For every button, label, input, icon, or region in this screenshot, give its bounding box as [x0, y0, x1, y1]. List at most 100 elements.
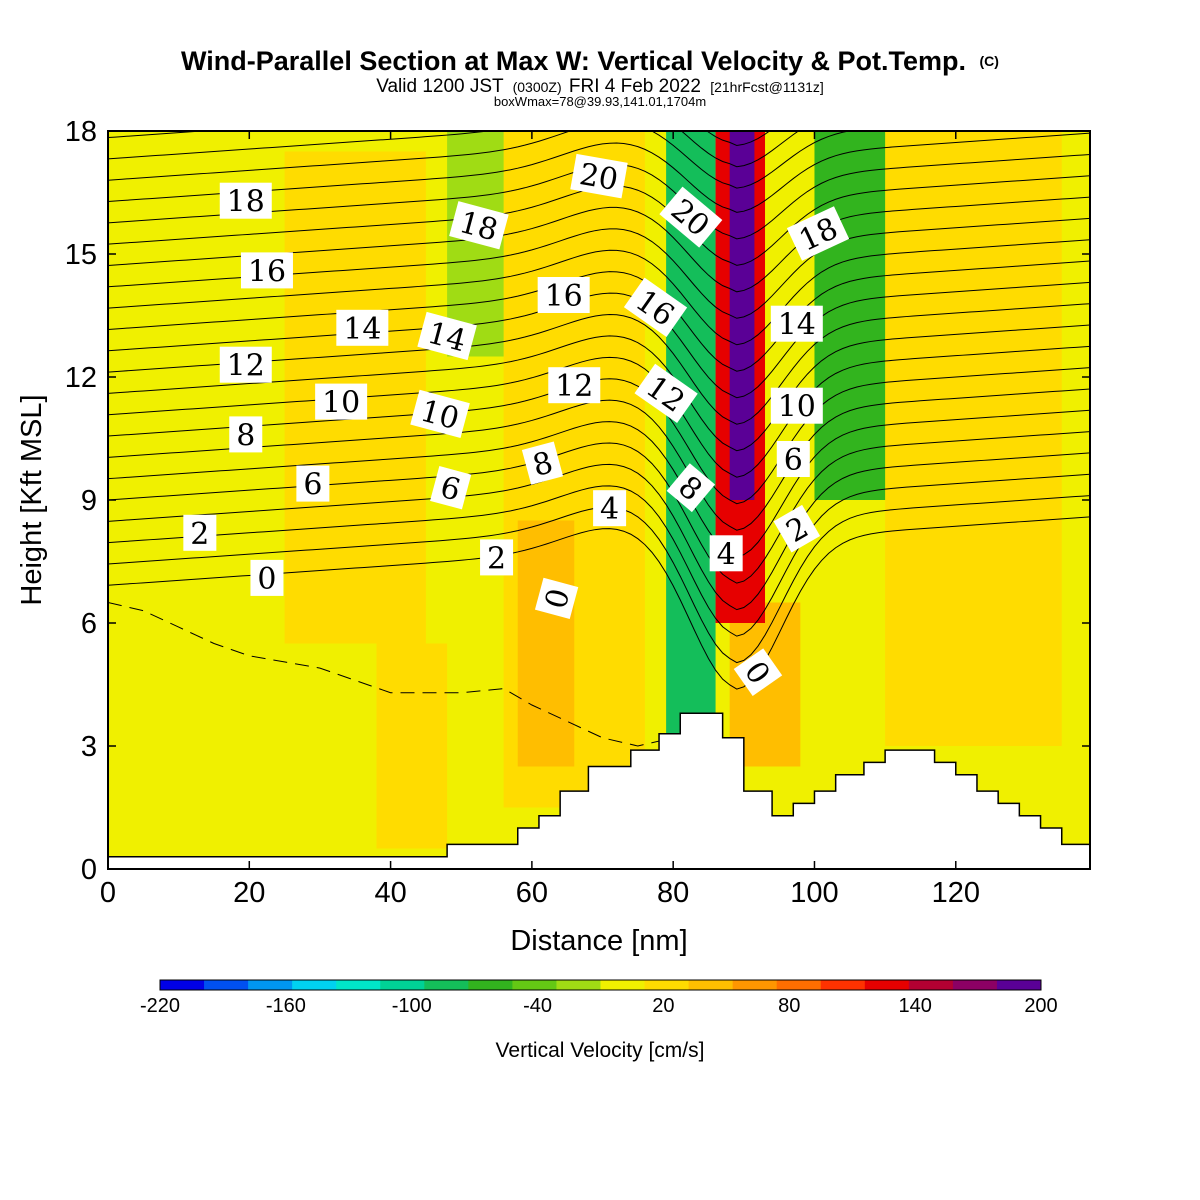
- colorbar-swatch: [732, 980, 778, 990]
- contour-label-text: 12: [555, 369, 593, 404]
- contour-label-box: [570, 153, 628, 199]
- colorbar-swatch: [336, 980, 381, 990]
- contour-label: 4: [593, 490, 627, 527]
- y-tick-label: 18: [65, 116, 97, 148]
- contour-label-text: 20: [577, 157, 621, 198]
- contour-label-text: 14: [778, 308, 816, 343]
- contour-label-box: [449, 201, 509, 250]
- contour-label-box: [709, 535, 743, 572]
- contour-label: 4: [709, 535, 743, 572]
- contour-label-text: 6: [303, 468, 322, 503]
- contour-label-text: 6: [784, 443, 803, 478]
- velocity-patch: [376, 643, 448, 849]
- terrain: [108, 712, 1090, 869]
- contour-label: 14: [770, 305, 823, 343]
- contour-label-text: 10: [322, 386, 360, 421]
- contour-label-text: 4: [600, 492, 619, 527]
- x-tick-label: 0: [100, 877, 116, 909]
- subtitle-valid: Valid 1200 JST: [376, 76, 504, 97]
- x-tick-label: 40: [374, 877, 406, 909]
- contour-label-box: [410, 389, 470, 439]
- contour-label-box: [666, 463, 716, 513]
- colorbar-swatch: [644, 980, 690, 990]
- colorbar-swatch: [512, 980, 557, 990]
- contour-label-box: [623, 277, 688, 337]
- colorbar-swatch: [820, 980, 866, 990]
- colorbar-swatch: [776, 980, 822, 990]
- colorbar: -220 -160 -100 -40 20 80 140 200: [140, 979, 1058, 1017]
- contour-label-box: [250, 559, 284, 596]
- colorbar-swatch: [600, 980, 646, 990]
- y-tick-label: 0: [81, 854, 97, 886]
- colorbar-swatch: [556, 980, 601, 990]
- contour-label-text: 8: [236, 418, 255, 453]
- colorbar-title: Vertical Velocity [cm/s]: [496, 1039, 705, 1062]
- y-tick-label: 3: [81, 731, 97, 763]
- contour-label-box: [183, 514, 217, 551]
- colorbar-tick-label: 20: [652, 995, 674, 1017]
- contour-label-box: [634, 363, 698, 424]
- x-tick-label: 20: [233, 877, 265, 909]
- contour-labels: 1816141210862018141062201612840201612840…: [183, 153, 850, 697]
- y-axis-title: Height [Kft MSL]: [16, 394, 48, 605]
- colorbar-tick-label: 200: [1024, 995, 1057, 1017]
- colorbar-swatch: [160, 980, 205, 990]
- contour-label-box: [534, 577, 579, 619]
- contour-label-text: 10: [778, 390, 816, 425]
- contour-label: 0: [534, 577, 579, 619]
- terrain-profile: [108, 712, 1090, 869]
- colorbar-swatch: [864, 980, 910, 990]
- velocity-patch: [517, 520, 575, 767]
- contour-label: 14: [336, 309, 389, 347]
- contour-label-box: [296, 465, 330, 502]
- contour-label: 2: [480, 539, 514, 576]
- contour-label-box: [521, 441, 564, 485]
- subtitle-utc: (0300Z): [513, 79, 562, 95]
- contour-label-text: 18: [227, 185, 265, 220]
- colorbar-tick-label: -220: [140, 995, 180, 1017]
- contour-label-box: [315, 383, 368, 420]
- theta-contour: [108, 239, 1090, 346]
- colorbar-swatch: [424, 980, 469, 990]
- contour-label: 6: [296, 465, 330, 503]
- contour-label: 18: [219, 182, 272, 220]
- contour-label-box: [229, 416, 263, 453]
- x-tick-label: 100: [790, 877, 838, 909]
- contour-label-box: [773, 504, 821, 553]
- contour-label: 12: [219, 346, 272, 384]
- contour-label-text: 14: [343, 312, 381, 347]
- contour-label: 6: [430, 466, 472, 510]
- contour-label: 10: [410, 389, 470, 439]
- theta-contour: [108, 452, 1090, 611]
- contour-label-text: 2: [190, 517, 209, 552]
- colorbar-tick-label: -160: [266, 995, 306, 1017]
- colorbar-swatch: [468, 980, 513, 990]
- contour-label: 10: [770, 387, 823, 425]
- contour-label: 14: [417, 311, 477, 361]
- y-tick-label: 12: [65, 362, 97, 394]
- chart-subtitle: Valid 1200 JST (0300Z) FRI 4 Feb 2022 [2…: [376, 76, 824, 97]
- contour-label-text: 16: [545, 279, 583, 314]
- contour-label-box: [240, 252, 293, 289]
- contour-label-box: [776, 441, 810, 477]
- contour-label-box: [770, 387, 823, 424]
- contour-label-box: [336, 309, 389, 346]
- theta-contour: [108, 473, 1090, 637]
- colorbar-tick-label: 140: [898, 995, 931, 1017]
- chart-subtitle-2: boxWmax=78@39.93,141.01,1704m: [494, 94, 706, 109]
- contour-label-text: 0: [257, 562, 276, 597]
- contour-label-box: [786, 206, 850, 261]
- chart-title-text: Wind-Parallel Section at Max W: Vertical…: [181, 46, 966, 76]
- contour-label: 20: [570, 153, 628, 199]
- contour-label-box: [733, 648, 783, 697]
- theta-contour: [108, 131, 852, 189]
- theta-contour: [108, 409, 1090, 558]
- contour-label-text: 16: [248, 254, 286, 289]
- colorbar-swatch: [996, 980, 1042, 990]
- contour-label-box: [770, 305, 823, 342]
- contour-label: 0: [250, 559, 284, 597]
- contour-label-text: 4: [717, 537, 736, 572]
- chart-title-mark: (C): [980, 53, 999, 69]
